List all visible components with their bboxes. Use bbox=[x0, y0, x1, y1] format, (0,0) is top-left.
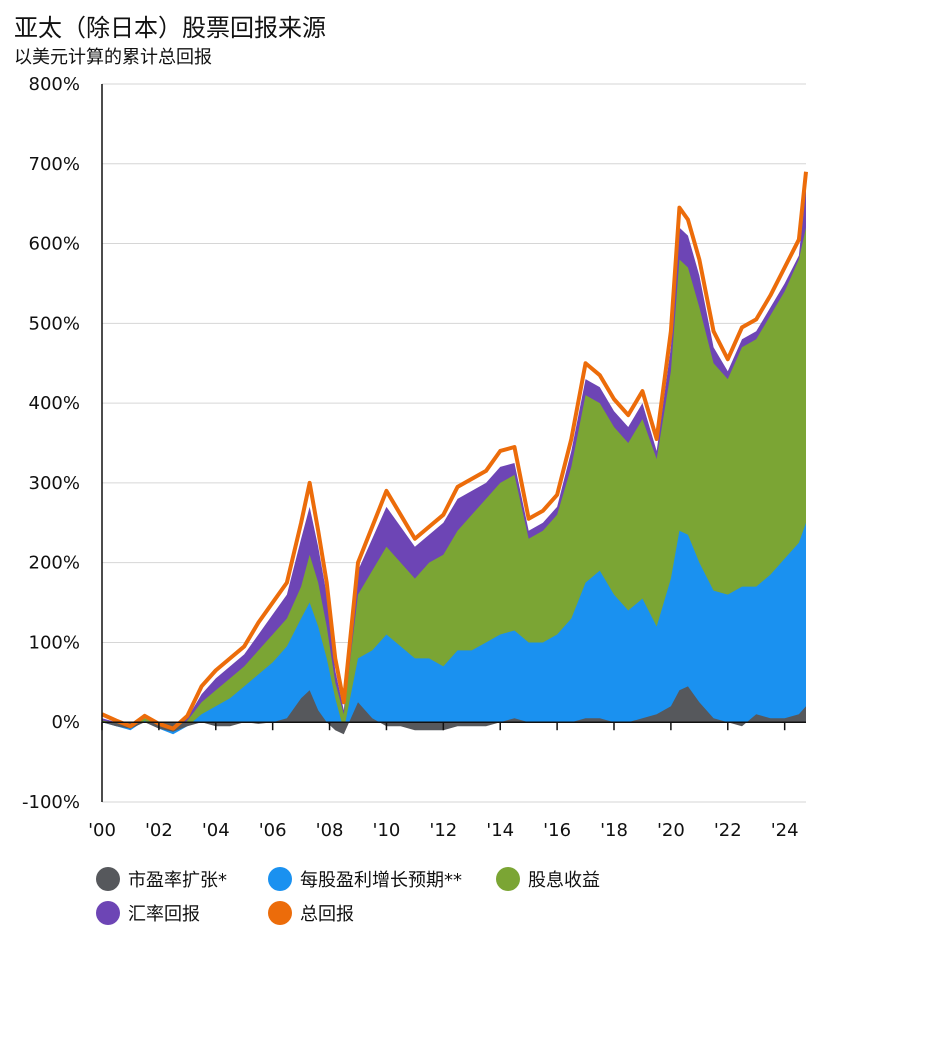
legend-item: 总回报 bbox=[268, 900, 354, 926]
area-series-1 bbox=[102, 522, 806, 735]
stacked-areas bbox=[101, 171, 808, 735]
legend-item: 汇率回报 bbox=[96, 900, 200, 926]
x-tick-label: '04 bbox=[202, 820, 230, 841]
legend-swatch bbox=[96, 901, 120, 925]
x-tick-label: '00 bbox=[88, 820, 116, 841]
axes bbox=[101, 84, 806, 802]
legend-label: 每股盈利增长预期** bbox=[300, 870, 462, 891]
x-tick-label: '24 bbox=[771, 820, 799, 841]
y-tick-label: 0% bbox=[51, 712, 80, 733]
x-tick-label: '14 bbox=[486, 820, 514, 841]
legend-label: 市盈率扩张* bbox=[128, 870, 227, 891]
x-tick-label: '22 bbox=[714, 820, 742, 841]
chart-subtitle: 以美元计算的累计总回报 bbox=[14, 47, 212, 68]
y-tick-label: 100% bbox=[29, 632, 80, 653]
y-tick-label: 800% bbox=[29, 74, 80, 95]
x-tick-label: '08 bbox=[316, 820, 344, 841]
y-tick-label: 200% bbox=[29, 553, 80, 574]
legend-item: 每股盈利增长预期** bbox=[268, 866, 462, 892]
x-tick-label: '12 bbox=[429, 820, 457, 841]
y-tick-label: 500% bbox=[29, 313, 80, 334]
y-tick-label: -100% bbox=[22, 792, 80, 813]
x-tick-label: '10 bbox=[373, 820, 401, 841]
y-tick-label: 300% bbox=[29, 473, 80, 494]
cumulative-return-chart: 800%700%600%500%400%300%200%100%0%-100% … bbox=[22, 74, 808, 841]
y-tick-label: 600% bbox=[29, 234, 80, 255]
x-tick-label: '18 bbox=[600, 820, 628, 841]
area-series-2 bbox=[102, 227, 806, 731]
x-tick-label: '02 bbox=[145, 820, 173, 841]
legend-label: 总回报 bbox=[300, 904, 354, 925]
x-tick-label: '16 bbox=[543, 820, 571, 841]
y-tick-label: 700% bbox=[29, 154, 80, 175]
chart-title: 亚太（除日本）股票回报来源 bbox=[14, 14, 326, 42]
legend-label: 汇率回报 bbox=[128, 904, 200, 925]
x-tick-label: '20 bbox=[657, 820, 685, 841]
y-tick-label: 400% bbox=[29, 393, 80, 414]
legend-swatch bbox=[268, 867, 292, 891]
legend-item: 市盈率扩张* bbox=[96, 866, 227, 892]
total-return-line bbox=[101, 171, 808, 731]
legend-item: 股息收益 bbox=[496, 866, 600, 892]
legend-swatch bbox=[268, 901, 292, 925]
x-tick-label: '06 bbox=[259, 820, 287, 841]
y-axis-ticks: 800% 700% 600% 500% 400% 300% 200% 100% 0% -100% bbox=[22, 74, 80, 813]
legend-label: 股息收益 bbox=[528, 870, 600, 891]
legend-swatch bbox=[96, 867, 120, 891]
legend-swatch bbox=[496, 867, 520, 891]
x-axis-ticks: '00 '02 '04 '06 '08 '10 '12 '14 '16 '18 '20 '22 '24 bbox=[88, 722, 799, 841]
